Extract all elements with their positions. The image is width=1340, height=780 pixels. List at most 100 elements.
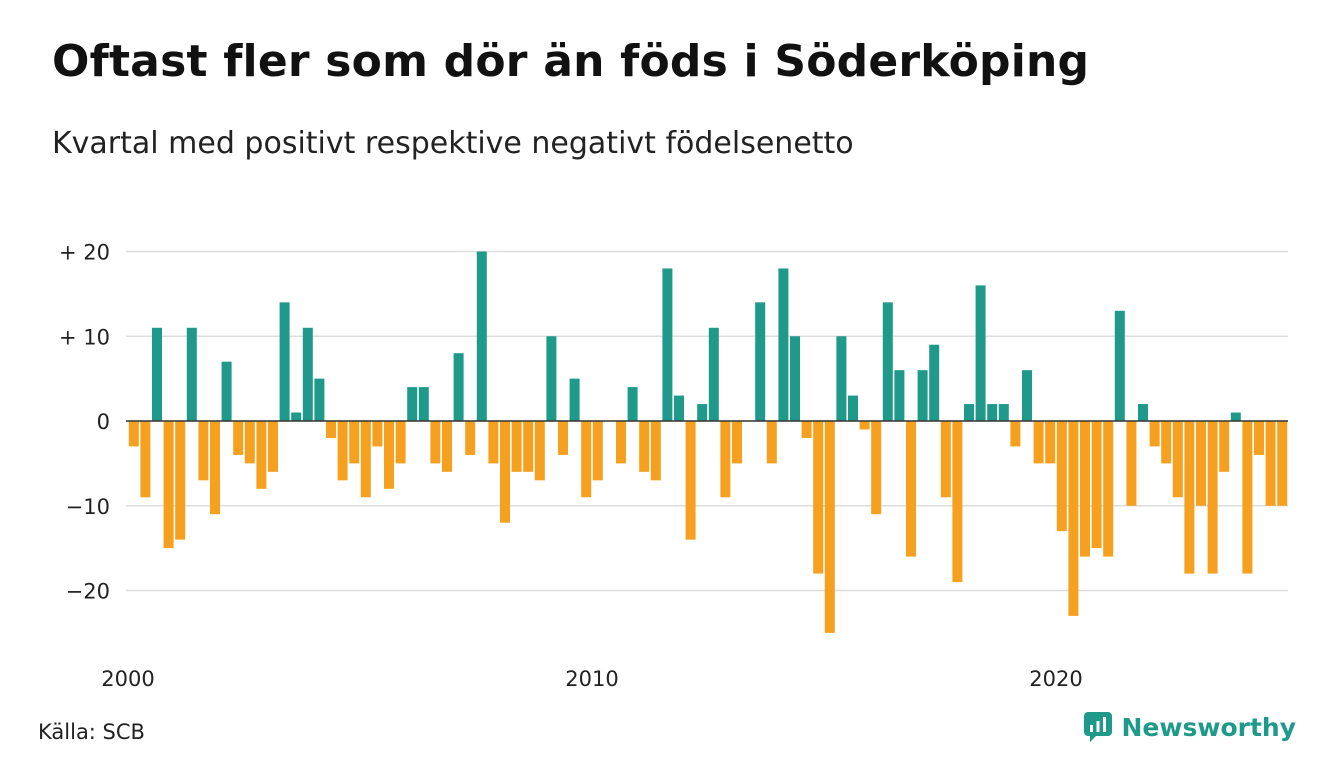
bar — [465, 421, 476, 455]
bars — [128, 251, 1288, 633]
bar — [418, 387, 429, 421]
bar — [755, 302, 766, 421]
bar — [198, 421, 209, 481]
bar — [1045, 421, 1056, 464]
y-axis-labels: + 20 + 10 0 −10 −20 — [59, 241, 110, 604]
bar — [674, 395, 684, 421]
bar — [1230, 412, 1241, 421]
y-tick-label: −20 — [66, 580, 110, 604]
bar — [221, 361, 232, 421]
bar — [244, 421, 255, 464]
bar — [1149, 421, 1160, 447]
bar — [291, 412, 302, 421]
bar — [732, 421, 742, 464]
bar — [720, 421, 731, 498]
y-tick-label: + 20 — [59, 241, 110, 265]
bar — [1033, 421, 1044, 464]
bar — [592, 421, 603, 481]
bar — [1138, 404, 1148, 421]
bar — [708, 327, 719, 421]
x-axis-labels: 2000 2010 2020 — [101, 667, 1082, 691]
bar — [650, 421, 661, 481]
bar — [836, 336, 847, 421]
bar — [1068, 421, 1079, 616]
bar — [558, 421, 568, 455]
bar — [430, 421, 441, 464]
x-tick-label: 2000 — [101, 667, 154, 691]
bar — [360, 421, 371, 498]
newsworthy-logo-icon — [1083, 712, 1112, 742]
bar — [766, 421, 777, 464]
brand: Newsworthy — [1083, 712, 1296, 742]
bar — [395, 421, 406, 464]
bar — [616, 421, 626, 464]
bar — [917, 370, 928, 421]
bar — [790, 336, 800, 421]
bar — [175, 421, 186, 540]
bar — [929, 344, 940, 421]
bar — [442, 421, 452, 472]
source-note: Källa: SCB — [38, 720, 145, 744]
bar — [1126, 421, 1137, 506]
y-tick-label: + 10 — [59, 325, 110, 349]
bar — [894, 370, 905, 421]
bar — [581, 421, 592, 498]
bar — [256, 421, 267, 489]
bar — [1254, 421, 1264, 455]
bar-chart: + 20 + 10 0 −10 −20 2000 2010 2020 — [59, 241, 1288, 691]
bar — [337, 421, 348, 481]
bar — [534, 421, 545, 481]
bar — [326, 421, 336, 438]
bar — [906, 421, 916, 557]
bar — [813, 421, 824, 574]
y-tick-label: −10 — [66, 495, 110, 519]
bar — [1242, 421, 1253, 574]
bar — [1161, 421, 1172, 464]
bar — [824, 421, 835, 633]
bar — [952, 421, 963, 583]
bar — [1265, 421, 1276, 506]
bar — [140, 421, 151, 498]
x-tick-label: 2020 — [1029, 667, 1082, 691]
bar — [778, 268, 789, 421]
bar — [662, 268, 673, 421]
bar — [1207, 421, 1218, 574]
bar — [639, 421, 650, 472]
bar — [859, 421, 870, 430]
bar — [940, 421, 951, 498]
bar — [233, 421, 244, 455]
bar — [210, 421, 220, 515]
bar — [1010, 421, 1021, 447]
bar — [488, 421, 499, 464]
bar — [163, 421, 174, 549]
bar — [546, 336, 557, 421]
bar — [511, 421, 522, 472]
bar — [500, 421, 510, 523]
bar — [848, 395, 858, 421]
bar — [453, 353, 464, 421]
y-tick-label: 0 — [97, 410, 110, 434]
bar — [627, 387, 638, 421]
bar — [384, 421, 394, 489]
bar — [1172, 421, 1183, 498]
bar — [998, 404, 1009, 421]
bar — [882, 302, 893, 421]
chart-subtitle: Kvartal med positivt respektive negativt… — [52, 126, 854, 161]
bar — [1114, 310, 1125, 421]
bar — [697, 404, 708, 421]
bar — [1184, 421, 1195, 574]
bar — [349, 421, 360, 464]
bar — [987, 404, 998, 421]
bar — [1056, 421, 1067, 532]
bar — [1080, 421, 1090, 557]
bar — [1277, 421, 1288, 506]
bar — [523, 421, 534, 472]
bar — [801, 421, 812, 438]
bar — [1196, 421, 1206, 506]
bar — [476, 251, 487, 421]
bar — [1103, 421, 1114, 557]
bar — [685, 421, 696, 540]
bar — [1022, 370, 1032, 421]
bar — [302, 327, 313, 421]
bar — [975, 285, 986, 421]
